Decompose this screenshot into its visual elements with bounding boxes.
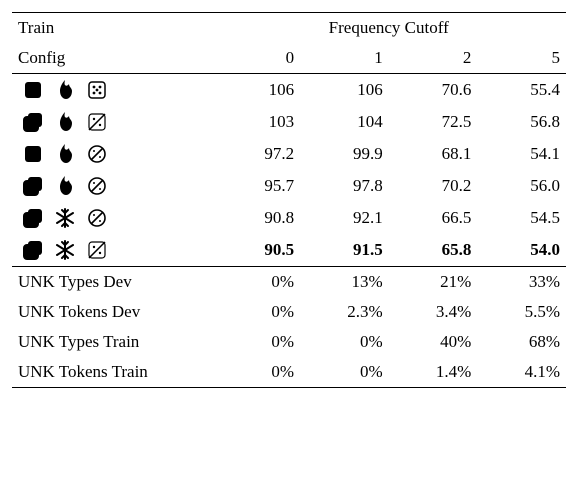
stack-solid-icon — [22, 111, 44, 133]
cell: 0% — [211, 297, 300, 327]
cell: 33% — [477, 267, 566, 298]
cell: 90.8 — [211, 202, 300, 234]
cell: 0% — [300, 327, 389, 357]
cell: 54.1 — [477, 138, 566, 170]
dice-slash-icon — [86, 239, 108, 261]
cell: 21% — [389, 267, 478, 298]
config-icons — [18, 207, 205, 229]
stack-solid-icon — [22, 175, 44, 197]
table-row: 90.892.166.554.5 — [12, 202, 566, 234]
dice-slash-icon — [86, 111, 108, 133]
cell: 0% — [211, 267, 300, 298]
stack-solid-icon — [22, 239, 44, 261]
hdr-col-1: 1 — [300, 43, 389, 74]
cell: 99.9 — [300, 138, 389, 170]
cell: 91.5 — [300, 234, 389, 267]
fire-solid-icon — [54, 111, 76, 133]
cell: 3.4% — [389, 297, 478, 327]
fire-solid-icon — [54, 143, 76, 165]
fire-solid-icon — [54, 79, 76, 101]
table-row: 90.591.565.854.0 — [12, 234, 566, 267]
config-icons — [18, 79, 205, 101]
cell: 54.5 — [477, 202, 566, 234]
hdr-col-2: 2 — [389, 43, 478, 74]
cell: 4.1% — [477, 357, 566, 388]
cell: 0% — [300, 357, 389, 388]
config-icons — [18, 175, 205, 197]
table-row: 10610670.655.4 — [12, 74, 566, 107]
cell: 0% — [211, 327, 300, 357]
cell: 55.4 — [477, 74, 566, 107]
hdr-col-3: 5 — [477, 43, 566, 74]
nodice-outline-icon — [86, 207, 108, 229]
config-icons — [18, 239, 205, 261]
config-icons — [18, 143, 205, 165]
cell: 72.5 — [389, 106, 478, 138]
cell: 95.7 — [211, 170, 300, 202]
cell: 1.4% — [389, 357, 478, 388]
unk-label: UNK Tokens Train — [12, 357, 211, 388]
nodice-outline-icon — [86, 175, 108, 197]
cell: 97.2 — [211, 138, 300, 170]
cell: 97.8 — [300, 170, 389, 202]
cell: 66.5 — [389, 202, 478, 234]
table-row: UNK Types Dev0%13%21%33% — [12, 267, 566, 298]
cell: 5.5% — [477, 297, 566, 327]
square-solid-icon — [22, 143, 44, 165]
table-row: 10310472.556.8 — [12, 106, 566, 138]
cell: 54.0 — [477, 234, 566, 267]
cell: 106 — [211, 74, 300, 107]
header-row-1: Train Frequency Cutoff — [12, 13, 566, 44]
cell: 56.8 — [477, 106, 566, 138]
cell: 106 — [300, 74, 389, 107]
cell: 68% — [477, 327, 566, 357]
snow-solid-icon — [54, 239, 76, 261]
cell: 2.3% — [300, 297, 389, 327]
cell: 56.0 — [477, 170, 566, 202]
cell: 103 — [211, 106, 300, 138]
snow-solid-icon — [54, 207, 76, 229]
unk-label: UNK Types Dev — [12, 267, 211, 298]
hdr-col-0: 0 — [211, 43, 300, 74]
table-row: 97.299.968.154.1 — [12, 138, 566, 170]
cell: 65.8 — [389, 234, 478, 267]
unk-label: UNK Tokens Dev — [12, 297, 211, 327]
results-table: Train Frequency Cutoff Config 0 1 2 5 10… — [12, 12, 566, 388]
header-row-2: Config 0 1 2 5 — [12, 43, 566, 74]
cell: 90.5 — [211, 234, 300, 267]
unk-label: UNK Types Train — [12, 327, 211, 357]
cell: 13% — [300, 267, 389, 298]
hdr-freq: Frequency Cutoff — [211, 13, 566, 44]
stack-solid-icon — [22, 207, 44, 229]
cell: 92.1 — [300, 202, 389, 234]
config-icons — [18, 111, 205, 133]
table-row: UNK Tokens Train0%0%1.4%4.1% — [12, 357, 566, 388]
cell: 40% — [389, 327, 478, 357]
hdr-train: Train — [12, 13, 211, 44]
fire-solid-icon — [54, 175, 76, 197]
table-row: UNK Tokens Dev0%2.3%3.4%5.5% — [12, 297, 566, 327]
dice-outline-icon — [86, 79, 108, 101]
cell: 0% — [211, 357, 300, 388]
square-solid-icon — [22, 79, 44, 101]
nodice-outline-icon — [86, 143, 108, 165]
hdr-config: Config — [12, 43, 211, 74]
cell: 70.2 — [389, 170, 478, 202]
cell: 70.6 — [389, 74, 478, 107]
cell: 104 — [300, 106, 389, 138]
cell: 68.1 — [389, 138, 478, 170]
table-row: UNK Types Train0%0%40%68% — [12, 327, 566, 357]
table-row: 95.797.870.256.0 — [12, 170, 566, 202]
